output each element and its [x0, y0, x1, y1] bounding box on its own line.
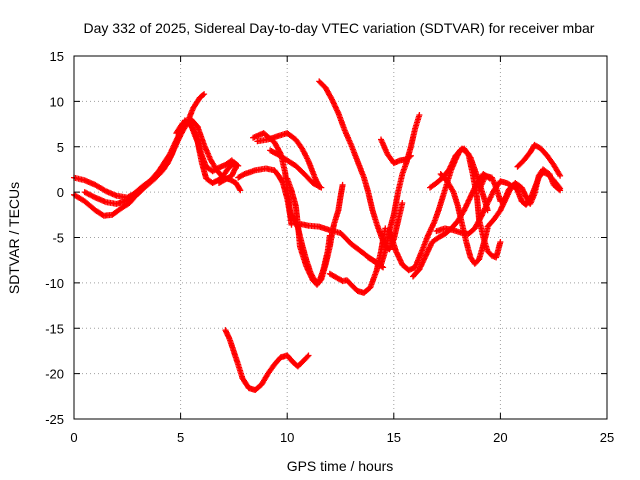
y-axis-label: SDTVAR / TECUs	[6, 182, 22, 294]
data-point	[217, 179, 224, 186]
y-tick-label: -15	[45, 321, 64, 336]
data-point	[466, 195, 473, 201]
chart-title: Day 332 of 2025, Sidereal Day-to-day VTE…	[84, 20, 595, 36]
data-point	[201, 91, 208, 98]
y-tick-label: 5	[57, 140, 64, 155]
y-tick-label: -25	[45, 412, 64, 427]
data-point	[200, 92, 206, 98]
y-tick-label: 10	[50, 94, 64, 109]
data-point	[447, 163, 454, 170]
data-point	[406, 153, 413, 160]
data-point	[428, 224, 435, 231]
data-point	[305, 269, 312, 275]
data-track	[267, 147, 325, 191]
y-tick-label: -20	[45, 367, 64, 382]
data-point	[304, 353, 311, 360]
data-track	[71, 91, 208, 201]
data-point	[557, 172, 564, 179]
data-point	[416, 112, 423, 118]
grid	[74, 56, 607, 419]
data-track	[316, 78, 406, 253]
data-point	[399, 200, 406, 206]
x-tick-label: 20	[493, 430, 507, 445]
data-point	[173, 137, 180, 143]
x-tick-label: 0	[70, 430, 77, 445]
data-point	[216, 180, 222, 186]
x-tick-label: 10	[280, 430, 294, 445]
x-tick-label: 15	[387, 430, 401, 445]
data-track	[365, 112, 423, 268]
data-markers	[71, 78, 564, 393]
data-point	[449, 187, 456, 194]
data-point	[449, 159, 456, 166]
data-track	[250, 130, 295, 223]
y-tick-label: 0	[57, 185, 64, 200]
x-tick-label: 5	[177, 430, 184, 445]
plot-frame	[73, 55, 608, 420]
x-tick-label: 25	[600, 430, 614, 445]
data-point	[497, 239, 504, 245]
data-point	[305, 352, 312, 359]
data-point	[465, 197, 472, 204]
data-track	[378, 136, 414, 167]
data-point	[236, 186, 243, 193]
data-point	[318, 184, 325, 191]
data-point	[463, 201, 470, 208]
data-point	[480, 209, 487, 216]
y-tick-label: -10	[45, 276, 64, 291]
data-track	[284, 175, 346, 288]
data-track	[173, 119, 239, 186]
data-point	[478, 213, 485, 220]
y-tick-label: -5	[52, 231, 64, 246]
data-point	[451, 155, 458, 162]
data-track	[222, 327, 312, 393]
data-point	[237, 187, 244, 194]
x-axis-label: GPS time / hours	[287, 458, 394, 474]
data-point	[446, 166, 453, 173]
data-point	[557, 187, 564, 194]
data-point	[556, 186, 562, 193]
data-point	[191, 129, 198, 136]
data-track	[386, 145, 491, 274]
ticks: 0 5 10 15 20 25 15 10 5 0 -5 -10 -15 -20 -25	[45, 49, 614, 445]
data-track	[297, 220, 387, 271]
data-point	[407, 152, 414, 159]
data-point	[483, 202, 490, 209]
data-track	[254, 130, 323, 190]
data-point	[339, 181, 346, 188]
data-point	[422, 254, 429, 260]
data-point	[91, 193, 97, 200]
data-track	[484, 166, 564, 230]
data-track	[514, 141, 564, 179]
y-tick-label: 15	[50, 49, 64, 64]
data-point	[317, 183, 324, 190]
data-point	[418, 260, 425, 267]
